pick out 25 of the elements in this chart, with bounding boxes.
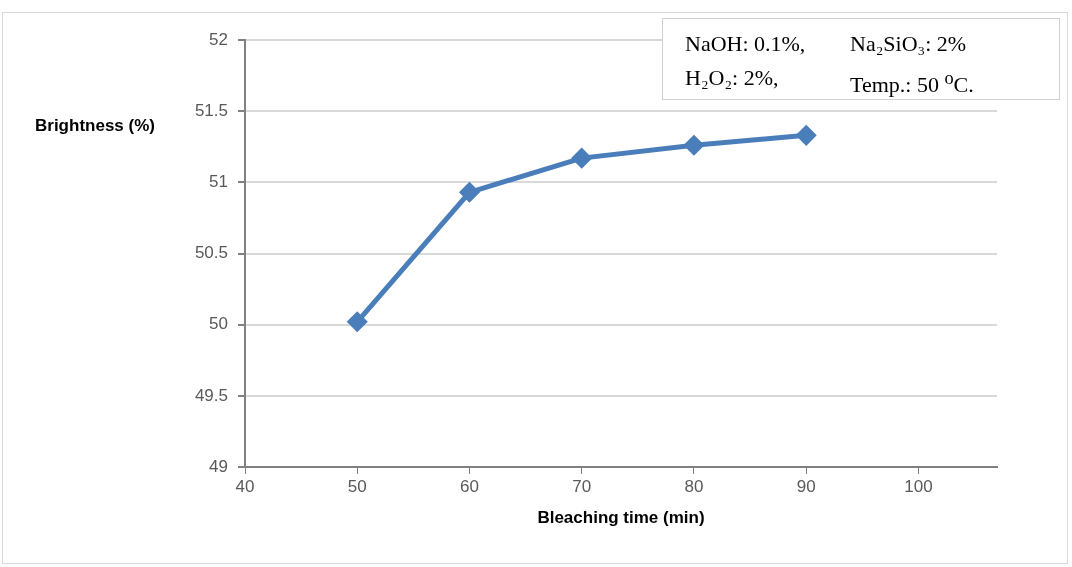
point	[796, 125, 816, 145]
x-tick-label: 60	[460, 476, 479, 496]
x-tick-label: 90	[796, 476, 816, 496]
annotation: Na₂SiO₃: 2%	[850, 30, 968, 58]
y-tick-label: 52	[209, 29, 228, 49]
annotation: Temp.: 50 $^{o}$C.	[850, 67, 975, 100]
y-tick-label: 51	[209, 172, 228, 192]
y-tick-label: 50.5	[194, 243, 228, 263]
y-tick-label: 49	[209, 456, 228, 476]
y-tick-label: 49.5	[194, 385, 228, 405]
y-tick-label: 50	[209, 314, 228, 334]
x-tick-label: 100	[904, 476, 933, 496]
x-tick-label: 80	[684, 476, 704, 496]
x-tick-label: 70	[572, 476, 592, 496]
x-axis-title: Bleaching time (min)	[537, 508, 705, 528]
x-tick-label: 50	[347, 476, 367, 496]
annotation: H₂O₂: 2%,	[685, 64, 780, 92]
point	[347, 312, 367, 332]
point	[572, 148, 592, 168]
point	[459, 182, 479, 202]
point	[684, 135, 704, 155]
y-tick-label: 51.5	[194, 100, 228, 120]
x-tick-label: 40	[235, 476, 255, 496]
annotation: NaOH: 0.1%,	[685, 30, 807, 58]
y-axis-title: Brightness (%)	[35, 116, 155, 136]
